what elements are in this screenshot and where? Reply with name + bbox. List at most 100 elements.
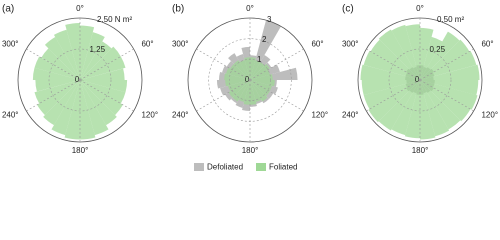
sector — [233, 60, 250, 80]
angular-tick-label: 180° — [72, 146, 89, 155]
angular-tick-label: 60° — [141, 40, 153, 49]
sector — [363, 80, 420, 110]
sector — [420, 80, 471, 122]
sector — [420, 80, 461, 130]
sector — [232, 80, 250, 102]
radial-tick-label: 2.50 N m² — [97, 15, 132, 24]
sector — [51, 80, 80, 136]
sector — [65, 22, 80, 80]
sector — [250, 57, 256, 80]
sector — [420, 39, 470, 80]
panel-label: (c) — [342, 4, 354, 15]
sector — [228, 80, 250, 98]
radial-tick-label: 0 — [245, 75, 250, 84]
radial-tick-label: 1.25 — [89, 45, 105, 54]
sector — [420, 80, 478, 110]
sector — [368, 80, 420, 123]
radial-tick-label: 0 — [415, 75, 420, 84]
angular-tick-label: 180° — [242, 146, 259, 155]
sector — [43, 80, 80, 126]
sector — [391, 24, 420, 80]
radial-tick-label: 0.50 m² — [437, 15, 464, 24]
angular-tick-label: 120° — [311, 111, 328, 120]
panel-label: (a) — [2, 4, 14, 15]
sector — [363, 50, 420, 80]
radial-tick-label: 3 — [267, 15, 272, 24]
sector — [37, 80, 80, 116]
sector — [370, 39, 420, 80]
sector — [391, 80, 420, 136]
sector — [230, 63, 250, 80]
legend-swatch — [256, 163, 266, 171]
sector — [80, 80, 117, 126]
radial-tick-label: 1 — [257, 55, 262, 64]
radial-grid-ring — [48, 48, 112, 112]
sector — [80, 46, 121, 80]
sector — [361, 80, 420, 96]
sector — [80, 80, 128, 93]
angular-tick-label: 240° — [172, 111, 189, 120]
angular-tick-label: 300° — [2, 40, 19, 49]
sector — [420, 27, 434, 81]
sector — [420, 80, 479, 96]
angular-tick-label: 240° — [2, 111, 19, 120]
sector — [239, 60, 250, 80]
legend-label: Foliated — [269, 163, 297, 172]
sector — [44, 37, 80, 80]
sector — [35, 80, 80, 92]
radial-tick-label: 0.25 — [429, 45, 445, 54]
sector — [243, 80, 250, 105]
angular-tick-label: 0° — [76, 4, 84, 13]
sector — [420, 80, 450, 137]
sector — [80, 32, 105, 80]
sector — [34, 80, 80, 104]
sector — [420, 64, 480, 80]
sector — [80, 56, 126, 80]
figure: (a)01.252.50 N m²0°60°120°180°240°300°(b… — [2, 4, 498, 172]
sector — [32, 67, 80, 80]
sector — [250, 63, 270, 80]
sector — [226, 67, 250, 80]
sector — [404, 80, 420, 139]
sector — [238, 80, 250, 102]
panel-label: (b) — [172, 4, 184, 15]
sector — [80, 80, 123, 116]
radial-grid-ring — [388, 48, 452, 112]
sector — [225, 80, 250, 87]
angular-tick-label: 60° — [311, 40, 323, 49]
sector — [34, 56, 80, 80]
sector — [80, 68, 125, 80]
legend-swatch — [194, 163, 204, 171]
sector — [405, 24, 420, 80]
sector — [250, 80, 262, 102]
sector — [420, 50, 477, 80]
sector — [250, 74, 273, 80]
angular-tick-label: 120° — [141, 111, 158, 120]
sector — [378, 29, 420, 81]
angular-tick-label: 300° — [342, 40, 359, 49]
sector — [250, 80, 272, 92]
radial-tick-label: 2 — [262, 35, 267, 44]
sector — [41, 48, 80, 80]
angular-tick-label: 0° — [246, 4, 254, 13]
sector — [228, 80, 250, 92]
sector — [80, 80, 126, 104]
sector — [250, 80, 275, 87]
sector — [420, 31, 460, 81]
sector — [80, 41, 112, 80]
sector — [250, 62, 265, 80]
sector — [250, 80, 257, 105]
sector — [420, 36, 443, 80]
sector — [250, 80, 268, 102]
sector — [378, 80, 420, 131]
angular-tick-label: 120° — [481, 111, 498, 120]
angular-tick-label: 0° — [416, 4, 424, 13]
sector — [53, 29, 80, 80]
sector — [224, 73, 250, 80]
angular-tick-label: 300° — [172, 40, 189, 49]
sector — [250, 60, 261, 80]
sector — [250, 80, 270, 97]
legend-label: Defoliated — [207, 163, 243, 172]
angular-tick-label: 240° — [342, 111, 359, 120]
sector — [244, 57, 250, 80]
